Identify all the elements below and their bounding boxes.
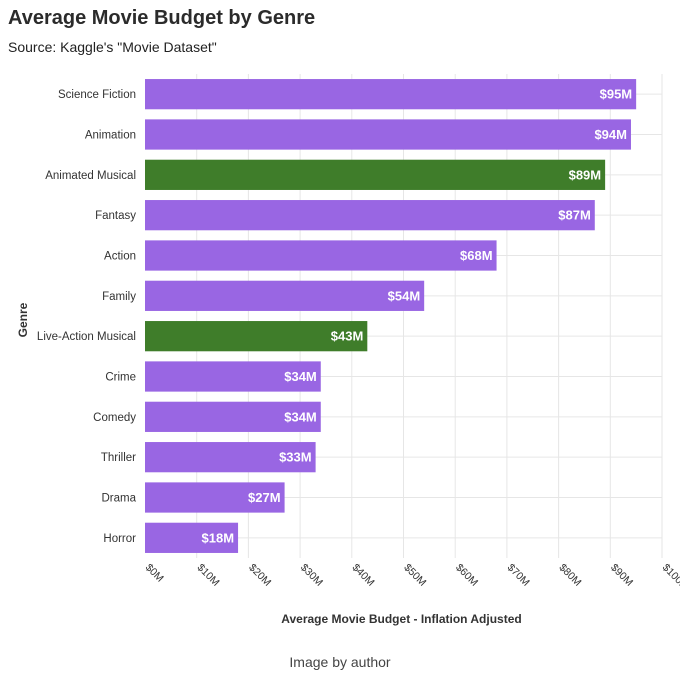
bars: $95M $94M $89M $87M $68M $54M $43M $34M $34M $33M… — [145, 79, 637, 553]
x-axis-title: Average Movie Budget - Inflation Adjuste… — [281, 612, 521, 626]
bar — [145, 200, 595, 231]
bar — [145, 401, 321, 432]
x-tick-label: $30M — [298, 562, 325, 589]
x-tick-label: $0M — [143, 562, 166, 585]
bar-value-label: $43M — [331, 329, 364, 344]
bar-value-label: $87M — [558, 208, 591, 223]
category-label: Animated Musical — [45, 170, 136, 182]
bar — [145, 280, 425, 311]
bar-value-label: $89M — [569, 167, 602, 182]
bar-value-label: $54M — [388, 288, 421, 303]
category-label: Family — [102, 291, 136, 303]
x-tick-label: $80M — [556, 562, 583, 589]
bar — [145, 321, 368, 352]
category-label: Live-Action Musical — [37, 331, 136, 343]
image-caption: Image by author — [289, 654, 391, 670]
category-label: Thriller — [101, 452, 136, 464]
category-label: Horror — [103, 533, 136, 545]
bar — [145, 442, 316, 473]
y-axis-title: Genre — [16, 302, 30, 337]
x-tick-label: $70M — [505, 562, 532, 589]
x-tick-label: $100M — [660, 562, 680, 593]
bar-value-label: $34M — [284, 409, 317, 424]
bar-value-label: $95M — [600, 87, 633, 102]
bar-chart: $95M $94M $89M $87M $68M $54M $43M $34M $34M $33M… — [16, 74, 680, 626]
x-tick-label: $60M — [453, 562, 480, 589]
bar — [145, 482, 285, 513]
category-label: Comedy — [93, 412, 136, 424]
category-labels: Science Fiction Animation Animated Musical… — [37, 89, 137, 545]
bar — [145, 522, 239, 553]
x-tick-labels: $0M $10M $20M $30M $40M $50M $60M $70M $80M $90M $… — [143, 562, 680, 593]
bar — [145, 240, 497, 271]
x-tick-label: $10M — [195, 562, 222, 589]
bar-value-label: $34M — [284, 369, 317, 384]
category-label: Crime — [105, 372, 136, 384]
bar-value-label: $68M — [460, 248, 493, 263]
category-label: Drama — [101, 493, 136, 505]
category-label: Action — [104, 251, 136, 263]
x-tick-label: $50M — [401, 562, 428, 589]
bar — [145, 361, 321, 392]
bar-value-label: $94M — [594, 127, 627, 142]
bar-value-label: $18M — [202, 530, 235, 545]
category-label: Fantasy — [95, 210, 136, 222]
bar — [145, 159, 606, 190]
category-label: Animation — [85, 130, 136, 142]
category-label: Science Fiction — [58, 89, 136, 101]
bar-value-label: $33M — [279, 450, 312, 465]
x-tick-label: $90M — [608, 562, 635, 589]
x-tick-label: $20M — [246, 562, 273, 589]
chart-subtitle: Source: Kaggle's "Movie Dataset" — [8, 39, 217, 55]
bar — [145, 79, 637, 110]
x-tick-label: $40M — [350, 562, 377, 589]
bar — [145, 119, 631, 150]
bar-value-label: $27M — [248, 490, 281, 505]
chart-title: Average Movie Budget by Genre — [8, 7, 316, 29]
